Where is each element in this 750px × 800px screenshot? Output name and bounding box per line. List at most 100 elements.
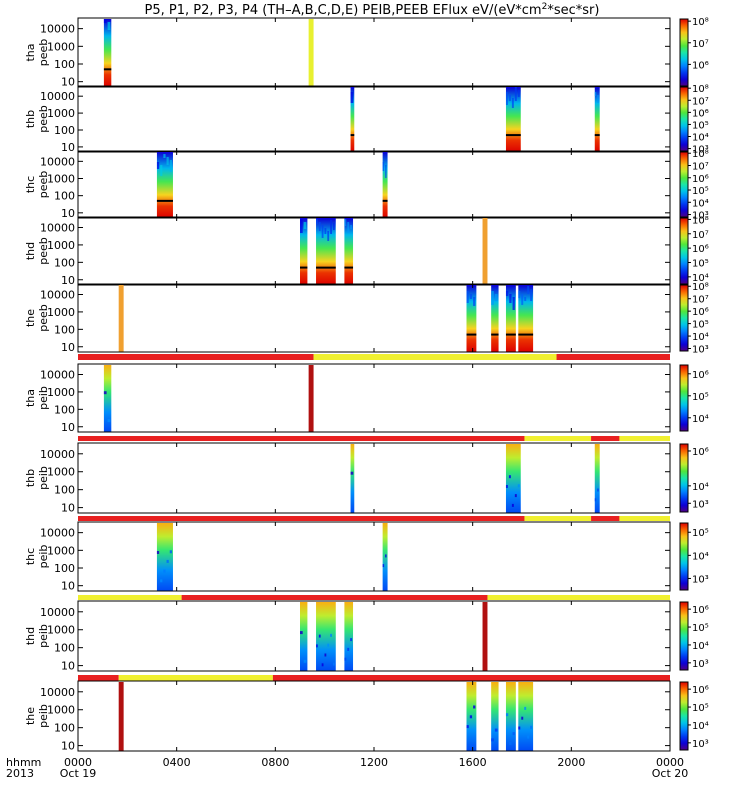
panel-label-product: peib	[37, 704, 50, 728]
y-tick-label: 10000	[40, 686, 75, 699]
colorbar-tick-label: 10⁶	[692, 605, 709, 616]
panel-thc-peib: 10000 1000 100 10 thc peib 10⁵ 10⁴ 10³	[24, 516, 709, 593]
data-interval	[350, 444, 355, 513]
y-tick-label: 10000	[40, 527, 75, 540]
data-interval	[300, 218, 308, 285]
colorbar-tick-label: 10³	[692, 345, 709, 356]
y-tick-label: 10	[61, 274, 75, 287]
y-tick-label: 100	[54, 190, 75, 203]
colorbar-tick-label: 10⁴	[692, 133, 709, 144]
colorbar-tick-label: 10³	[692, 739, 709, 750]
colorbar-tick-label: 10⁵	[692, 392, 709, 403]
status-segment	[78, 436, 525, 441]
panel-label-product: peib	[37, 545, 50, 569]
data-interval	[466, 682, 477, 751]
colorbar-tick-label: 10⁵	[692, 320, 709, 331]
data-interval	[594, 444, 600, 513]
data-interval	[344, 602, 354, 671]
axis-corner-label: 2013	[6, 767, 34, 780]
data-interval	[118, 682, 124, 751]
panel-frame	[77, 17, 671, 88]
colorbar-tick-label: 10⁶	[692, 60, 709, 71]
data-interval	[518, 285, 534, 352]
y-tick-label: 10	[61, 341, 75, 354]
panel-label-product: peib	[37, 386, 50, 410]
data-interval	[103, 365, 112, 432]
colorbar-tick-label: 10⁴	[692, 551, 709, 562]
panel-frame	[77, 363, 671, 433]
y-tick-label: 100	[54, 256, 75, 269]
y-tick-label: 100	[54, 722, 75, 735]
colorbar-tick-label: 10⁵	[692, 703, 709, 714]
colorbar-tick-label: 10⁵	[692, 120, 709, 131]
panel-label-product: peeb	[37, 171, 50, 199]
colorbar-tick-label: 10⁸	[692, 149, 709, 160]
y-tick-label: 10000	[40, 90, 75, 103]
y-tick-label: 10000	[40, 368, 75, 381]
x-tick-label: 0400	[163, 756, 191, 769]
y-tick-label: 10	[61, 580, 75, 593]
colorbar-tick-label: 10⁵	[692, 528, 709, 539]
data-interval	[491, 682, 499, 751]
colorbar-tick-label: 10⁶	[692, 108, 709, 119]
y-tick-label: 100	[54, 562, 75, 575]
colorbar-tick-label: 10⁴	[692, 273, 709, 284]
status-segment	[313, 354, 557, 360]
y-tick-label: 10000	[40, 155, 75, 168]
y-tick-label: 1000	[47, 173, 75, 186]
panel-label-probe: tha	[24, 389, 37, 407]
x-tick-label: 0800	[261, 756, 289, 769]
panel-thd-peib: 10000 1000 100 10 thd peib 10⁶ 10⁵ 10⁴ 10³	[24, 595, 709, 673]
colorbar	[679, 86, 689, 152]
y-tick-label: 100	[54, 323, 75, 336]
status-segment	[556, 354, 670, 360]
y-tick-label: 10	[61, 421, 75, 434]
colorbar-tick-label: 10⁶	[692, 174, 709, 185]
data-interval	[308, 19, 314, 87]
x-date-label: Oct 20	[652, 767, 689, 780]
y-tick-label: 10000	[40, 448, 75, 461]
panel-frame	[77, 600, 671, 672]
panel-frame	[77, 442, 671, 514]
panel-label-product: peeb	[37, 39, 50, 67]
y-tick-label: 100	[54, 124, 75, 137]
colorbar-tick-label: 10⁶	[692, 447, 709, 458]
data-interval	[300, 602, 308, 671]
panel-label-product: peib	[37, 624, 50, 648]
status-segment	[591, 436, 620, 441]
y-tick-label: 10	[61, 141, 75, 154]
panel-label-probe: thc	[24, 548, 37, 565]
y-tick-label: 1000	[47, 386, 75, 399]
y-tick-label: 10	[61, 740, 75, 753]
colorbar-tick-label: 10⁷	[692, 295, 709, 306]
colorbar-tick-label: 10⁴	[692, 482, 709, 493]
data-interval	[316, 218, 336, 285]
x-tick-label: 1600	[459, 756, 487, 769]
colorbar-tick-label: 10⁸	[692, 84, 709, 95]
colorbar-tick-label: 10⁷	[692, 96, 709, 107]
panel-label-probe: thd	[24, 627, 37, 645]
data-interval	[316, 602, 336, 671]
chart-title: P5, P1, P2, P3, P4 (TH–A,B,C,D,E) PEIB,P…	[145, 2, 600, 18]
panel-label-product: peeb	[37, 237, 50, 265]
data-interval	[518, 682, 534, 751]
x-tick-label: 0000	[656, 756, 684, 769]
panel-tha-peeb: 10000 1000 100 10 tha peeb 10⁸ 10⁷ 10⁶	[24, 17, 709, 89]
data-interval	[344, 218, 354, 285]
data-interval	[118, 285, 124, 352]
y-tick-label: 1000	[47, 107, 75, 120]
panel-label-probe: the	[24, 309, 37, 327]
panel-frame	[77, 680, 671, 752]
colorbar	[679, 601, 689, 671]
colorbar-tick-label: 10⁸	[692, 215, 709, 226]
colorbar-tick-label: 10⁴	[692, 414, 709, 425]
y-tick-label: 100	[54, 403, 75, 416]
colorbar-tick-label: 10³	[692, 145, 709, 156]
data-interval	[103, 19, 112, 87]
y-tick-label: 10	[61, 76, 75, 89]
colorbar-tick-label: 10⁸	[692, 282, 709, 293]
